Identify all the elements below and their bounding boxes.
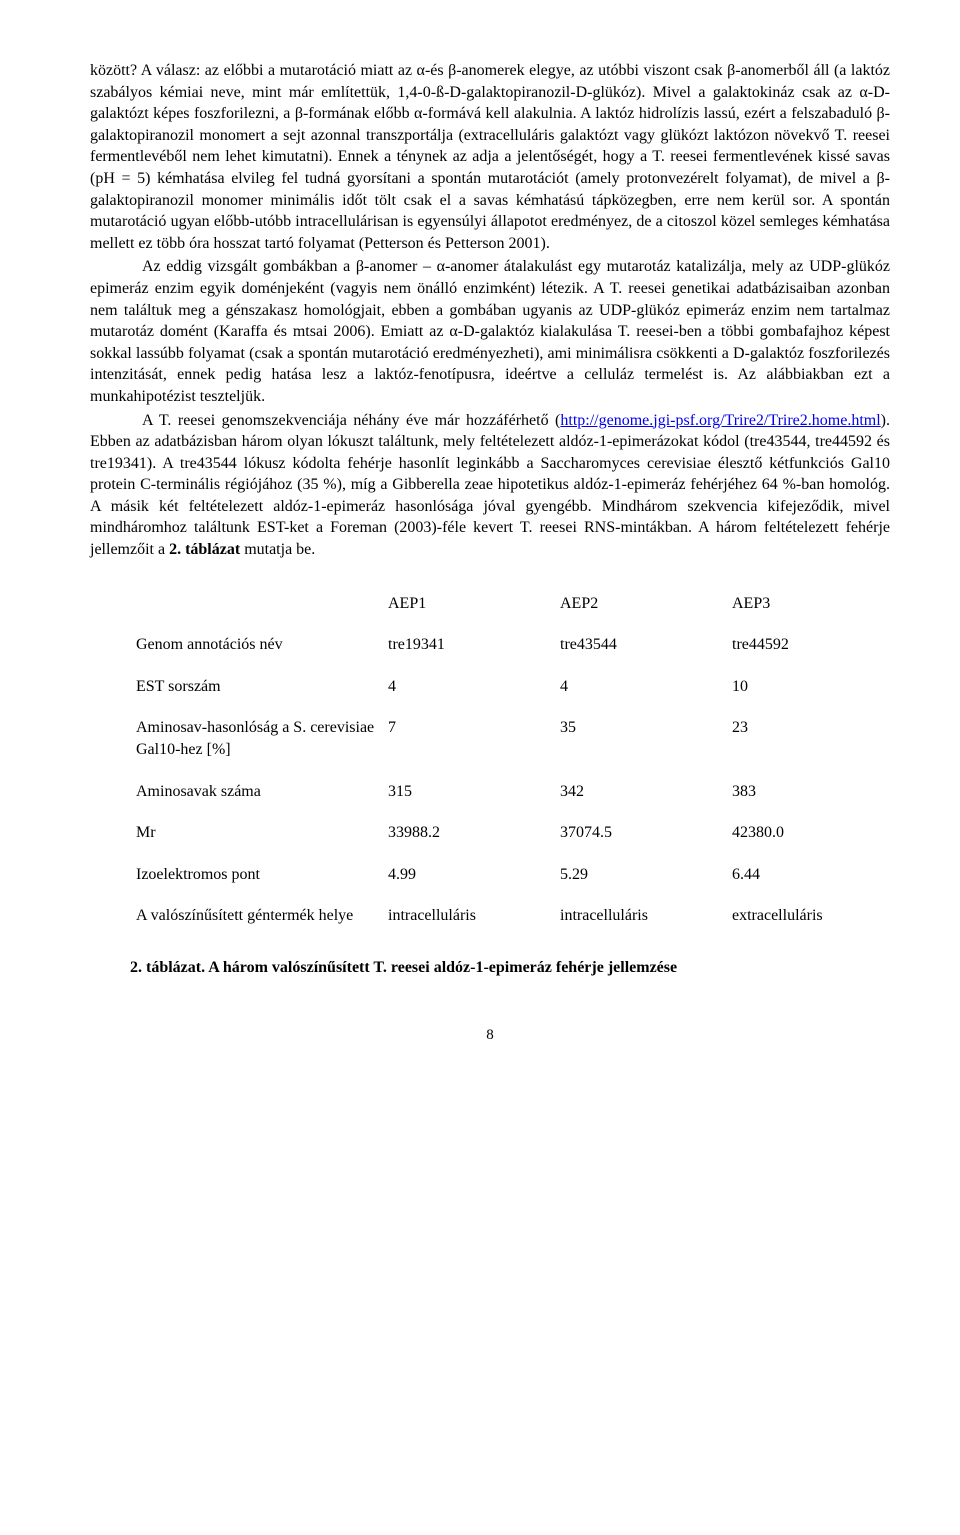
table-row: Izoelektromos pont 4.99 5.29 6.44 (130, 854, 898, 896)
table-cell: extracelluláris (726, 895, 898, 937)
table-cell: AEP1 (382, 583, 554, 625)
table-cell: 6.44 (726, 854, 898, 896)
table-caption: 2. táblázat. A három valószínűsített T. … (130, 957, 890, 979)
table-cell: tre19341 (382, 624, 554, 666)
table-cell: Genom annotációs név (130, 624, 382, 666)
table-cell: Aminosavak száma (130, 771, 382, 813)
p3-table-ref: 2. táblázat (169, 541, 240, 558)
table-cell: intracelluláris (382, 895, 554, 937)
table-row: A valószínűsített géntermék helye intrac… (130, 895, 898, 937)
table-cell: 33988.2 (382, 812, 554, 854)
table-cell: Mr (130, 812, 382, 854)
body-paragraph-2: Az eddig vizsgált gombákban a β-anomer –… (90, 256, 890, 407)
table-cell: 4.99 (382, 854, 554, 896)
table-cell: 37074.5 (554, 812, 726, 854)
table-cell: 42380.0 (726, 812, 898, 854)
table-row: Genom annotációs név tre19341 tre43544 t… (130, 624, 898, 666)
table-cell: Izoelektromos pont (130, 854, 382, 896)
table-row: Mr 33988.2 37074.5 42380.0 (130, 812, 898, 854)
table-cell: 23 (726, 707, 898, 770)
table-cell: 7 (382, 707, 554, 770)
p3-text-d: mutatja be. (240, 541, 315, 558)
table-cell: AEP3 (726, 583, 898, 625)
table-cell: 4 (382, 666, 554, 708)
table-cell: 4 (554, 666, 726, 708)
table-cell: A valószínűsített géntermék helye (130, 895, 382, 937)
table-cell: 342 (554, 771, 726, 813)
table-cell: 315 (382, 771, 554, 813)
table-row: EST sorszám 4 4 10 (130, 666, 898, 708)
page-number: 8 (90, 1025, 890, 1045)
p3-text-b: ). Ebben az adatbázisban három olyan lók… (90, 412, 890, 559)
table-row: Aminosavak száma 315 342 383 (130, 771, 898, 813)
table-cell: 10 (726, 666, 898, 708)
table-cell: Aminosav-hasonlóság a S. cerevisiae Gal1… (130, 707, 382, 770)
table-row: AEP1 AEP2 AEP3 (130, 583, 898, 625)
table-cell: EST sorszám (130, 666, 382, 708)
genome-link[interactable]: http://genome.jgi-psf.org/Trire2/Trire2.… (560, 412, 880, 429)
table-cell: 383 (726, 771, 898, 813)
data-table: AEP1 AEP2 AEP3 Genom annotációs név tre1… (130, 583, 898, 937)
data-table-wrap: AEP1 AEP2 AEP3 Genom annotációs név tre1… (130, 583, 890, 937)
table-cell: tre43544 (554, 624, 726, 666)
table-cell: tre44592 (726, 624, 898, 666)
table-cell (130, 583, 382, 625)
body-paragraph-1: között? A válasz: az előbbi a mutarotáci… (90, 60, 890, 254)
table-row: Aminosav-hasonlóság a S. cerevisiae Gal1… (130, 707, 898, 770)
body-paragraph-3: A T. reesei genomszekvenciája néhány éve… (90, 410, 890, 561)
table-cell: 35 (554, 707, 726, 770)
table-cell: AEP2 (554, 583, 726, 625)
p3-text-a: A T. reesei genomszekvenciája néhány éve… (142, 412, 560, 429)
table-cell: 5.29 (554, 854, 726, 896)
table-cell: intracelluláris (554, 895, 726, 937)
